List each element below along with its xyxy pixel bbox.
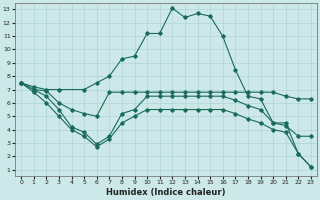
X-axis label: Humidex (Indice chaleur): Humidex (Indice chaleur) [106, 188, 226, 197]
